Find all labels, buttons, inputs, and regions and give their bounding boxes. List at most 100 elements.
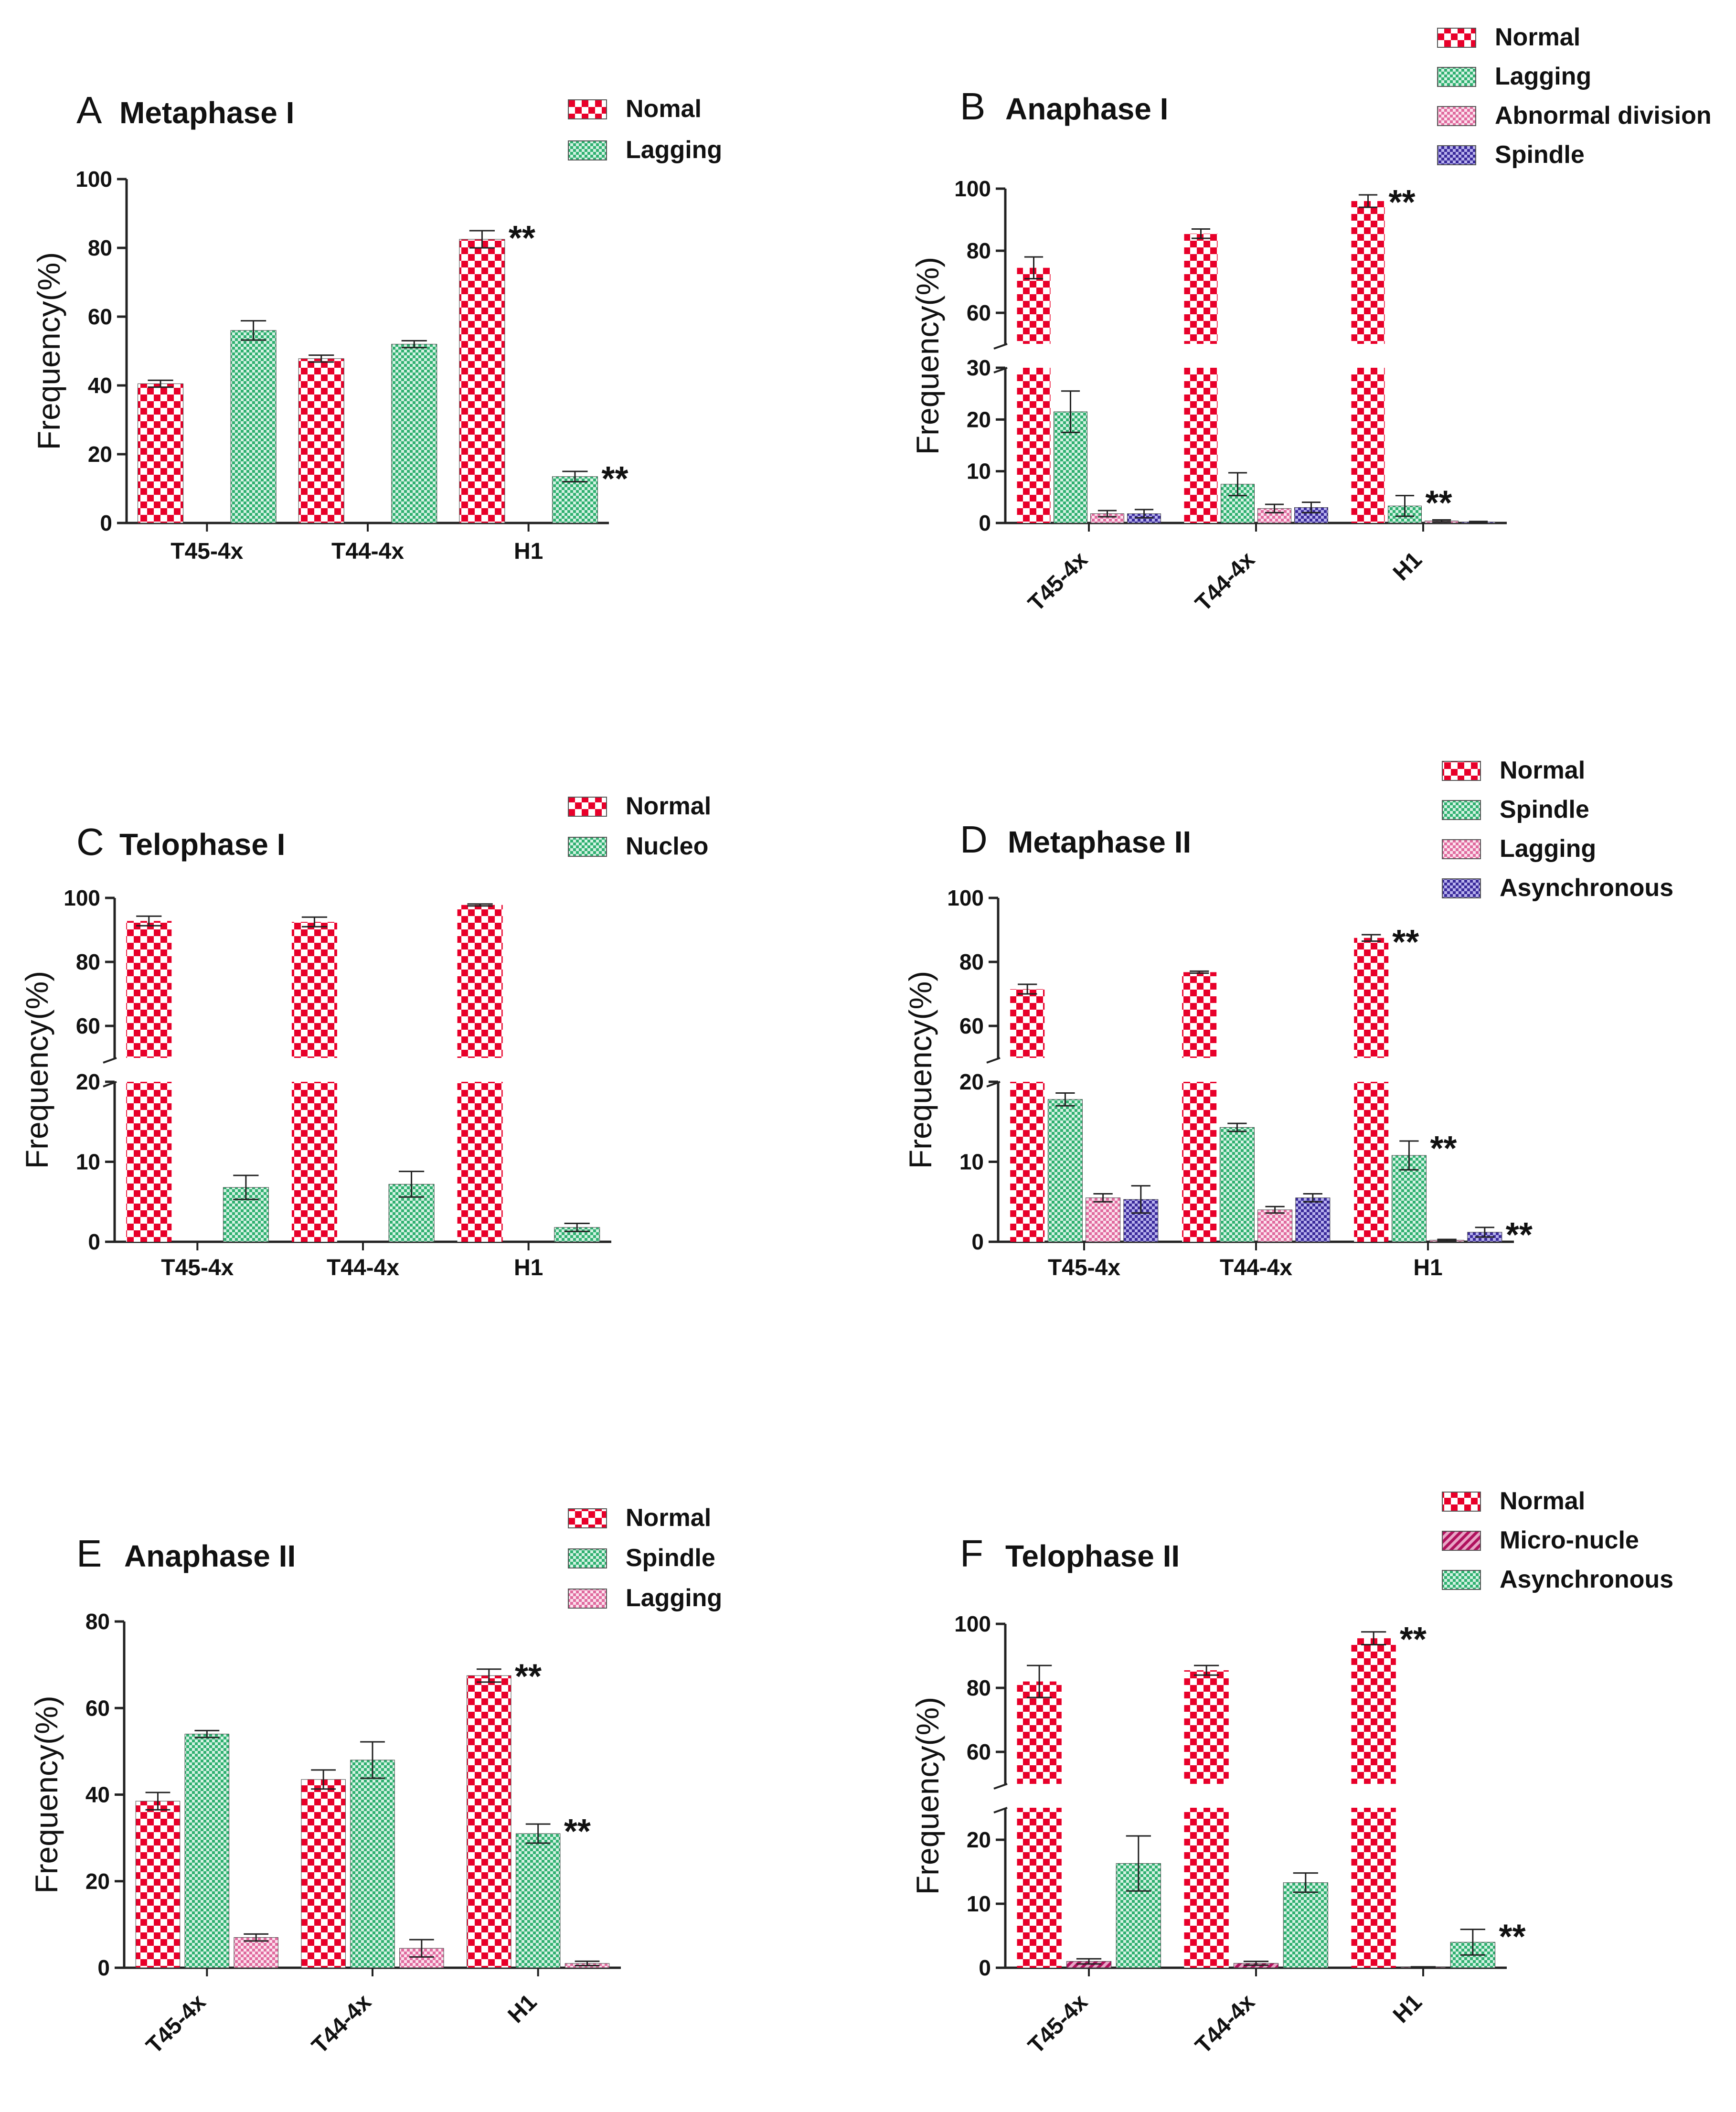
y-tick-label: 10 — [967, 459, 991, 484]
x-tick-label: H1 — [1388, 547, 1427, 586]
panel-letter: F — [960, 1532, 983, 1575]
legend-label: Lagging — [626, 1584, 722, 1612]
y-tick-label: 80 — [967, 238, 991, 263]
bar — [1086, 1197, 1121, 1242]
legend-swatch — [1437, 145, 1476, 165]
bar — [1182, 972, 1217, 1058]
bar — [459, 239, 505, 523]
bar — [138, 383, 184, 523]
panel-title: Telophase I — [119, 827, 285, 862]
bar — [350, 1760, 395, 1968]
legend-swatch — [568, 1589, 607, 1609]
legend-label: Spindle — [626, 1544, 715, 1572]
y-tick-label: 80 — [967, 1675, 991, 1700]
legend-label: Micro-nucle — [1500, 1526, 1639, 1554]
y-tick-label: 80 — [88, 235, 112, 260]
significance-marker: ** — [515, 1658, 542, 1696]
y-tick-label: 0 — [97, 1955, 110, 1980]
panel-c: C Telophase I Normal Nucleo 0 10 20 60 80 100 Freq… — [19, 792, 711, 1280]
axis-break-mark — [103, 1057, 117, 1064]
bar — [1351, 368, 1385, 523]
legend-swatch — [1437, 67, 1476, 87]
legend-label: Spindle — [1495, 141, 1585, 169]
bar — [1182, 1082, 1217, 1242]
bar — [291, 922, 337, 1058]
x-tick-label: H1 — [514, 539, 543, 564]
axis-break-mark — [986, 1057, 1001, 1064]
y-tick-label: 60 — [959, 1013, 984, 1038]
y-tick-label: 60 — [88, 304, 112, 329]
panel-letter: D — [960, 818, 988, 861]
y-tick-label: 30 — [967, 355, 991, 380]
y-tick-label: 0 — [979, 1955, 991, 1980]
bar — [1351, 1638, 1396, 1784]
panel-title: Metaphase II — [1008, 825, 1191, 859]
y-tick-label: 80 — [85, 1609, 110, 1634]
legend-label: Lagging — [1495, 63, 1591, 90]
bar — [298, 358, 344, 523]
bar — [1354, 938, 1389, 1058]
y-tick-label: 0 — [88, 1229, 100, 1254]
y-tick-label: 60 — [76, 1013, 100, 1038]
bar — [1351, 201, 1385, 344]
bar — [1184, 1670, 1229, 1784]
y-tick-label: 100 — [75, 167, 112, 192]
x-tick-label: T44-4x — [1220, 1255, 1292, 1280]
y-tick-label: 100 — [954, 1611, 991, 1636]
legend-swatch — [568, 140, 607, 160]
panel-title: Metaphase I — [119, 96, 294, 130]
bar — [515, 1833, 561, 1968]
legend-label: Asynchronous — [1500, 1566, 1673, 1593]
y-tick-label: 20 — [85, 1869, 110, 1894]
y-tick-label: 0 — [100, 511, 112, 535]
significance-marker: ** — [1499, 1918, 1526, 1956]
bar — [457, 905, 503, 1058]
y-tick-label: 20 — [88, 442, 112, 467]
y-tick-label: 60 — [85, 1696, 110, 1720]
legend-label: Normal — [626, 1504, 711, 1532]
legend-swatch — [1442, 1570, 1481, 1590]
x-tick-label: T44-4x — [1191, 1989, 1260, 2059]
x-tick-label: T45-4x — [1023, 1989, 1093, 2059]
y-tick-label: 40 — [88, 373, 112, 398]
y-tick-label: 0 — [971, 1229, 984, 1254]
y-tick-label: 10 — [967, 1891, 991, 1916]
x-tick-label: T45-4x — [1048, 1255, 1120, 1280]
y-axis-label: Frequency(%) — [910, 257, 945, 455]
panel-title: Telophase II — [1005, 1539, 1180, 1573]
panel-letter: E — [76, 1532, 102, 1575]
significance-marker: ** — [564, 1813, 591, 1851]
bar — [135, 1801, 181, 1968]
bar — [1010, 1082, 1045, 1242]
y-tick-label: 20 — [76, 1069, 100, 1094]
legend-swatch — [1437, 28, 1476, 48]
y-tick-label: 60 — [967, 300, 991, 325]
bar — [1257, 1209, 1293, 1242]
bar — [1351, 1808, 1396, 1968]
bar — [301, 1779, 346, 1968]
x-tick-label: T44-4x — [327, 1255, 399, 1280]
bar — [291, 1082, 337, 1242]
y-axis-label: Frequency(%) — [19, 971, 54, 1169]
bar — [1017, 1808, 1062, 1968]
x-tick-label: T44-4x — [1191, 547, 1260, 616]
legend-swatch — [1442, 761, 1481, 781]
panel-letter: B — [960, 85, 985, 128]
legend-label: Spindle — [1500, 796, 1589, 823]
y-axis-label: Frequency(%) — [903, 971, 938, 1169]
panel-b: B Anaphase I Normal Lagging Abnormal divisio… — [910, 23, 1712, 616]
y-tick-label: 60 — [967, 1739, 991, 1764]
significance-marker: ** — [1400, 1621, 1427, 1659]
legend-label: Normal — [1500, 757, 1585, 784]
bar — [1283, 1882, 1329, 1968]
bar — [126, 921, 172, 1058]
panel-title: Anaphase I — [1005, 92, 1168, 126]
bar — [1295, 1197, 1331, 1242]
y-tick-label: 80 — [76, 949, 100, 974]
y-tick-label: 40 — [85, 1782, 110, 1807]
bar — [234, 1937, 278, 1968]
legend-swatch — [568, 797, 607, 817]
bar — [1184, 368, 1218, 523]
bar — [1017, 1681, 1062, 1784]
